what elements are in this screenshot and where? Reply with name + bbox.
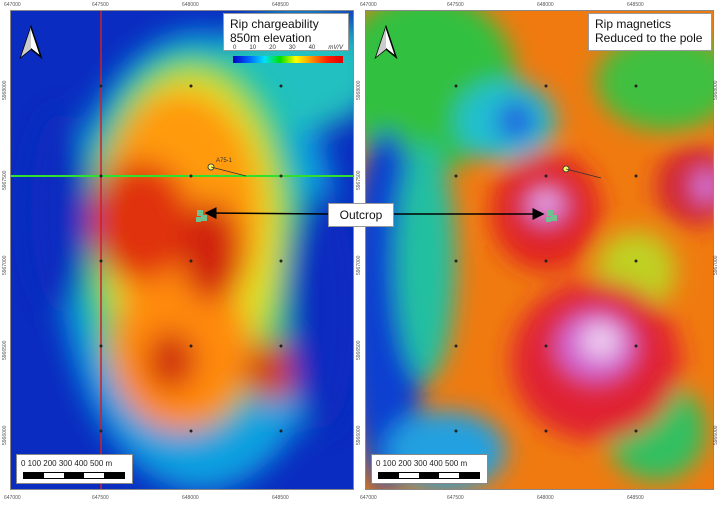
scale-bar: 0 100 200 300 400 500 m bbox=[16, 454, 133, 484]
outcrop-marker bbox=[196, 210, 207, 222]
x-tick: 647500 bbox=[447, 495, 464, 501]
chargeability-map bbox=[11, 11, 353, 489]
legend-tick: 40 bbox=[308, 45, 316, 51]
x-tick: 648500 bbox=[627, 495, 644, 501]
arrow-to-left-outcrop bbox=[204, 207, 329, 220]
magnetics-map bbox=[366, 11, 713, 489]
legend-tick: 30 bbox=[288, 45, 296, 51]
x-tick: 647000 bbox=[360, 2, 377, 8]
magnetics-map-panel: Rip magnetics Reduced to the pole 0 100 … bbox=[365, 10, 714, 490]
title-line1: Rip chargeability bbox=[230, 17, 319, 31]
north-arrow-icon bbox=[19, 25, 43, 59]
magnetics-title: Rip magnetics Reduced to the pole bbox=[588, 13, 712, 51]
chargeability-title: Rip chargeability 850m elevation bbox=[223, 13, 349, 51]
chargeability-map-panel: Rip chargeability 850m elevation 0 10 20… bbox=[10, 10, 354, 490]
x-tick: 648000 bbox=[537, 2, 554, 8]
x-tick: 647500 bbox=[92, 495, 109, 501]
x-tick: 647500 bbox=[447, 2, 464, 8]
title-line2: Reduced to the pole bbox=[595, 31, 703, 45]
x-tick: 648000 bbox=[537, 495, 554, 501]
x-tick: 647500 bbox=[92, 2, 109, 8]
grid-dots bbox=[99, 84, 283, 433]
title-line1: Rip magnetics bbox=[595, 17, 672, 31]
x-tick: 647000 bbox=[4, 2, 21, 8]
chargeability-color-legend bbox=[233, 56, 343, 63]
drillhole-label: A75-1 bbox=[216, 158, 233, 164]
x-tick: 648500 bbox=[627, 2, 644, 8]
title-line2: 850m elevation bbox=[230, 31, 312, 45]
legend-unit: mV/V bbox=[328, 45, 343, 51]
x-tick: 648500 bbox=[272, 2, 289, 8]
scale-bar: 0 100 200 300 400 500 m bbox=[371, 454, 488, 484]
legend-ticks: 0 10 20 30 40 mV/V bbox=[233, 45, 343, 51]
grid-dots bbox=[454, 84, 638, 433]
scale-label: 0 100 200 300 400 500 m bbox=[376, 459, 468, 468]
legend-tick: 0 bbox=[233, 45, 237, 51]
x-tick: 648500 bbox=[272, 495, 289, 501]
legend-tick: 20 bbox=[269, 45, 276, 51]
x-tick: 648000 bbox=[182, 2, 199, 8]
x-tick: 647000 bbox=[4, 495, 21, 501]
x-tick: 647000 bbox=[360, 495, 377, 501]
outcrop-label: Outcrop bbox=[328, 203, 394, 227]
outcrop-marker bbox=[546, 210, 557, 222]
legend-tick: 10 bbox=[249, 45, 257, 51]
x-tick: 648000 bbox=[182, 495, 199, 501]
north-arrow-icon bbox=[374, 25, 398, 59]
scale-label: 0 100 200 300 400 500 m bbox=[21, 459, 113, 468]
